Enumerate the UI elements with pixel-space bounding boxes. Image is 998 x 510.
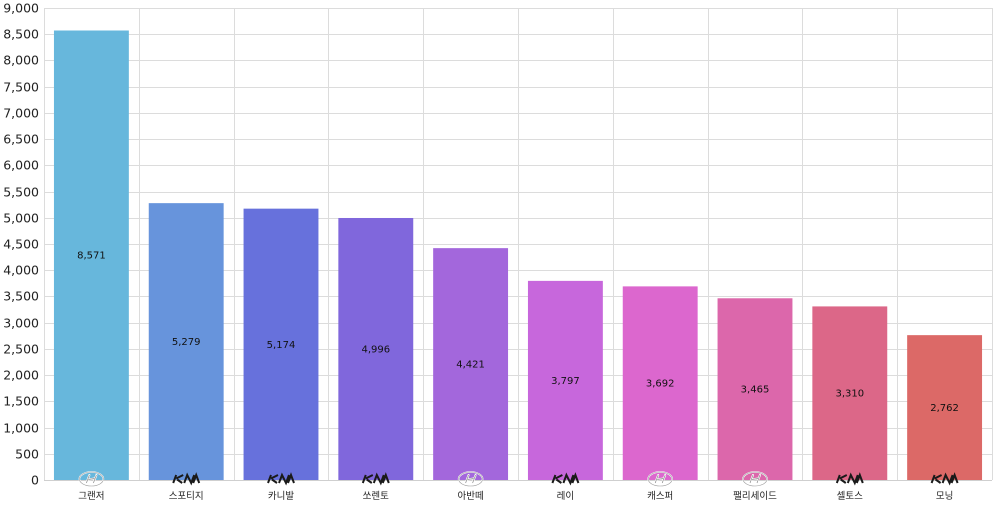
hyundai-logo-icon	[457, 471, 484, 487]
x-tick-label: 모닝	[936, 491, 953, 502]
kia-logo-icon	[835, 472, 864, 486]
bar	[812, 306, 888, 480]
data-label: 5,174	[267, 340, 296, 351]
x-tick-label: 팰리세이드	[733, 490, 777, 502]
y-tick-label: 0	[31, 473, 39, 488]
data-labels: 8,571 5,279 5,174 4,996 4,421 3,797 3,692 3,465…	[77, 251, 959, 414]
x-tick-label: 그랜저	[78, 491, 104, 502]
kia-logo-icon	[172, 472, 201, 486]
data-label: 4,996	[361, 344, 390, 355]
x-tick-label: 캐스퍼	[647, 491, 673, 502]
y-tick-label: 4,000	[3, 263, 39, 278]
data-label: 3,465	[741, 385, 770, 396]
y-tick-label: 3,000	[3, 316, 39, 331]
y-tick-label: 9,000	[3, 1, 39, 16]
y-tick-label: 5,000	[3, 211, 39, 226]
y-tick-label: 7,500	[3, 80, 39, 95]
y-tick-label: 1,000	[3, 421, 39, 436]
y-tick-label: 4,500	[3, 237, 39, 252]
kia-logo-icon	[930, 472, 959, 486]
y-tick-label: 2,000	[3, 368, 39, 383]
y-axis-tick-labels: 0 500 1,000 1,500 2,000 2,500 3,000 3,500 4,000 4…	[3, 1, 39, 488]
bar	[338, 217, 414, 480]
x-tick-label: 스포티지	[169, 491, 204, 502]
bar	[243, 208, 319, 480]
kia-logo-icon	[267, 472, 295, 486]
bar	[148, 203, 224, 480]
bar	[907, 335, 983, 480]
y-tick-label: 8,000	[3, 53, 39, 68]
data-label: 3,692	[646, 379, 675, 390]
data-label: 4,421	[456, 360, 485, 371]
hyundai-logo-icon	[742, 471, 768, 487]
x-axis-category-labels: 그랜저 스포티지 카니발 쏘렌토 아반떼 레이 캐스퍼 팰리세이드 셀토스 모닝	[78, 490, 953, 502]
y-tick-label: 2,500	[3, 342, 39, 357]
y-tick-label: 7,000	[3, 106, 39, 121]
x-tick-label: 카니발	[268, 491, 294, 502]
kia-logo-icon	[551, 472, 580, 486]
y-tick-label: 6,500	[3, 132, 39, 147]
x-tick-label: 아반떼	[457, 491, 483, 502]
hyundai-logo-icon	[647, 471, 674, 487]
bar	[53, 30, 129, 481]
x-tick-label: 레이	[557, 491, 574, 502]
y-tick-label: 3,500	[3, 289, 39, 304]
brand-icons	[78, 471, 959, 487]
bars	[53, 30, 983, 481]
data-label: 3,310	[835, 389, 864, 400]
data-label: 3,797	[551, 376, 580, 387]
kia-logo-icon	[361, 472, 390, 486]
y-tick-label: 5,500	[3, 185, 39, 200]
y-tick-label: 8,500	[3, 27, 39, 42]
bar	[433, 248, 509, 480]
y-tick-label: 1,500	[3, 394, 39, 409]
hyundai-logo-icon	[78, 471, 105, 487]
data-label: 2,762	[930, 403, 959, 414]
x-tick-label: 쏘렌토	[363, 491, 389, 502]
bar	[717, 298, 793, 480]
y-tick-label: 6,000	[3, 158, 39, 173]
y-tick-label: 500	[15, 447, 39, 462]
x-tick-label: 셀토스	[837, 491, 863, 502]
bar	[622, 286, 698, 480]
data-label: 5,279	[172, 337, 201, 348]
bar	[527, 280, 603, 480]
data-label: 8,571	[77, 251, 106, 262]
